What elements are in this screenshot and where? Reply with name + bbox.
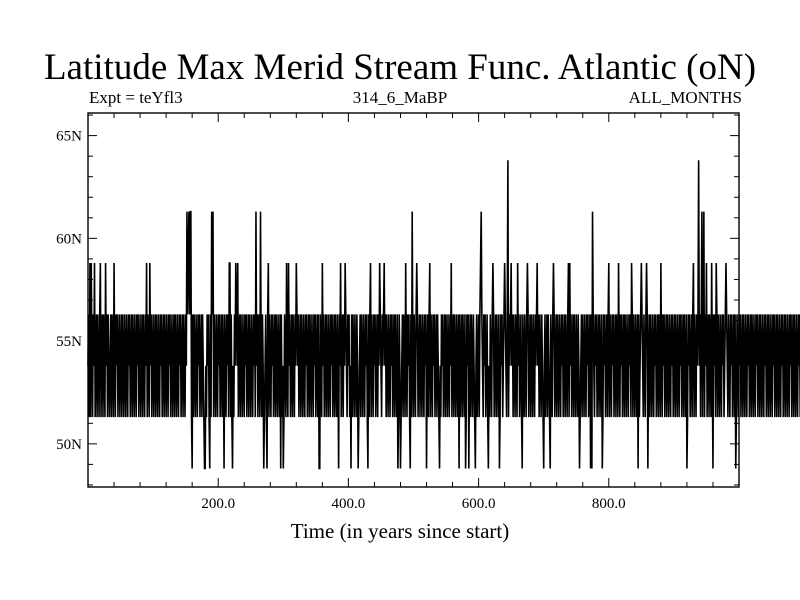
x-tick-label: 600.0 <box>462 496 496 512</box>
x-axis-label: Time (in years since start) <box>290 519 510 543</box>
x-tick-label: 800.0 <box>592 496 626 512</box>
y-tick-label: 60N <box>56 231 82 247</box>
plot-frame <box>87 112 740 488</box>
x-tick-label: 200.0 <box>201 496 235 512</box>
run-label: 314_6_MaBP <box>352 88 448 107</box>
experiment-label: Expt = teYfl3 <box>89 88 183 107</box>
ticks-layer: 50N 55N 60N 65N 200.0 400.0 600.0 800.0 <box>56 113 740 512</box>
chart-title: Latitude Max Merid Stream Func. Atlantic… <box>43 47 757 88</box>
series-line <box>87 160 800 470</box>
y-tick-label: 55N <box>56 334 82 350</box>
period-label: ALL_MONTHS <box>628 88 742 107</box>
y-tick-label: 50N <box>56 437 82 453</box>
y-tick-label: 65N <box>56 129 82 145</box>
x-tick-label: 400.0 <box>332 496 366 512</box>
series-layer <box>87 160 800 470</box>
